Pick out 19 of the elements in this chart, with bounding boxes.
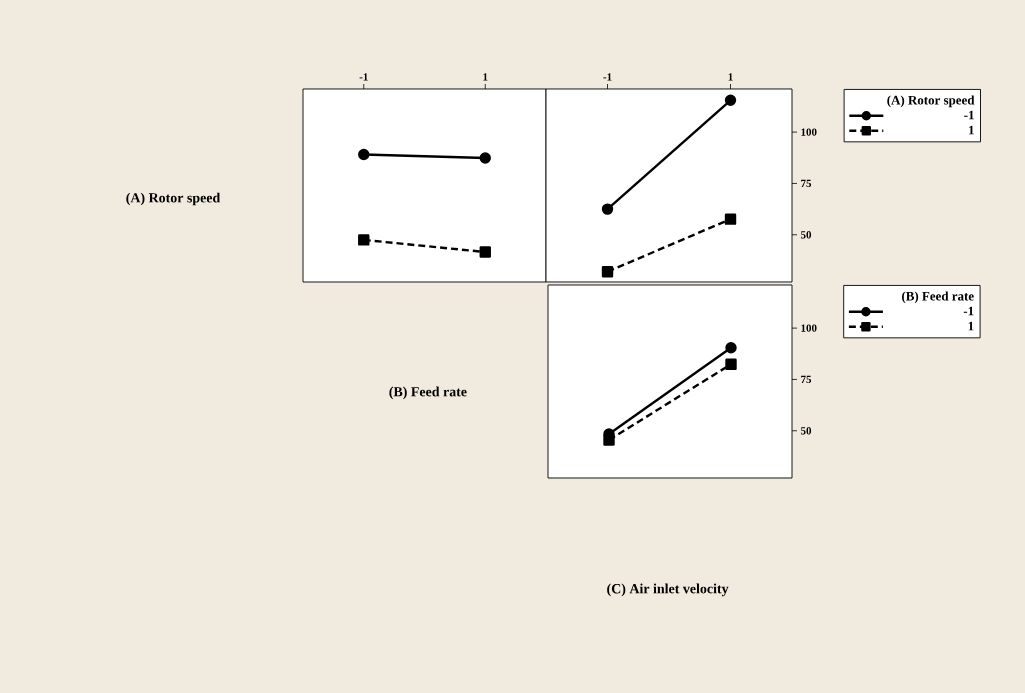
legend-title: (A) Rotor speed [887,95,975,108]
text: -1 [963,306,974,316]
x-tick-label: 1 [483,73,488,81]
y-tick-label: 50 [800,427,812,435]
x-tick-label: -1 [359,73,368,81]
legend-title: (B) Feed rate [902,291,974,304]
y-tick-label: 75 [801,375,812,384]
text: 1 [969,125,974,135]
text: -1 [964,110,974,120]
y-axis-title: (A) Rotor speed [126,192,221,206]
x-tick-label: 1 [728,73,733,81]
y-tick-label: 100 [801,128,817,136]
x-axis-title: (C) Air inlet velocity [607,583,729,597]
text: 1 [968,321,974,331]
y-tick-label: 75 [801,179,812,188]
x-tick-label: -1 [603,73,612,81]
x-axis-title: (B) Feed rate [389,386,467,400]
y-tick-label: 50 [800,231,812,239]
y-tick-label: 100 [801,324,817,332]
